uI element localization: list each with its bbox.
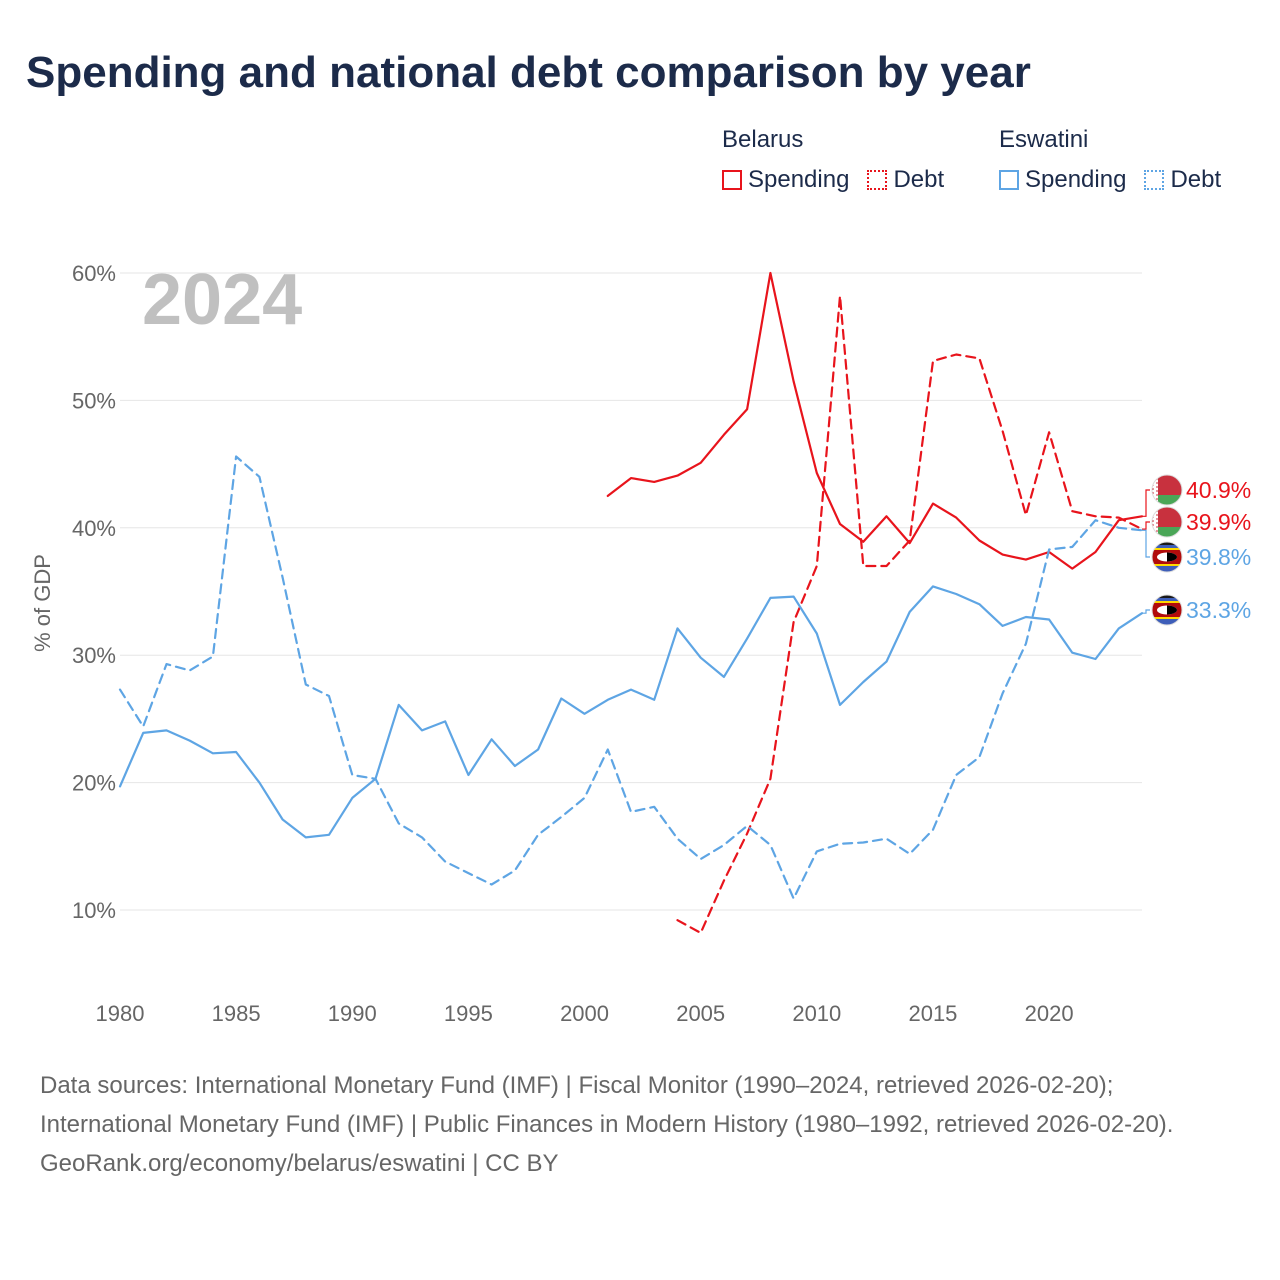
y-tick-label: 30% [72, 643, 116, 668]
series-line-belarus-debt[interactable] [676, 294, 1144, 935]
x-tick-label: 2010 [792, 1001, 841, 1026]
end-label-connector [1142, 609, 1150, 614]
eswatini-flag-icon [1152, 595, 1182, 625]
end-label-connector [1142, 529, 1150, 558]
series-line-eswatini-debt[interactable] [118, 455, 1144, 900]
y-tick-label: 20% [72, 771, 116, 796]
data-sources: Data sources: International Monetary Fun… [40, 1072, 1174, 1138]
y-tick-label: 60% [72, 261, 116, 286]
x-tick-label: 2015 [908, 1001, 957, 1026]
series-line-belarus-spending[interactable] [606, 271, 1144, 570]
legend-country-eswatini: Eswatini [999, 126, 1089, 153]
x-tick-label: 1980 [96, 1001, 145, 1026]
year-watermark: 2024 [142, 260, 302, 340]
dotted-line-swatch-icon [1144, 170, 1165, 190]
y-tick-label: 40% [72, 516, 116, 541]
legend-group-belarus: Belarus Spending Debt [722, 126, 962, 194]
solid-line-swatch-icon [722, 170, 742, 190]
x-tick-label: 2000 [560, 1001, 609, 1026]
y-tick-label: 10% [72, 898, 116, 923]
end-label-connector [1142, 521, 1150, 530]
eswatini-flag-icon [1152, 542, 1182, 572]
legend-group-eswatini: Eswatini Spending Debt [999, 126, 1239, 194]
credit-link[interactable]: GeoRank.org/economy/belarus/eswatini | C… [40, 1150, 559, 1177]
legend-label: Spending [1025, 166, 1127, 193]
legend-label: Debt [1170, 166, 1222, 193]
line-chart: 2024 10% 20% 30% 40% 50% 60% 1980 1985 1990 1995 2… [30, 260, 1251, 1026]
flag-border [1151, 541, 1183, 573]
legend-label: Debt [893, 166, 945, 193]
footer: Data sources: International Monetary Fun… [40, 1066, 1240, 1183]
legend-item-belarus-debt[interactable]: Debt [867, 166, 944, 194]
legend-country-belarus: Belarus [722, 126, 804, 153]
legend-item-belarus-spending[interactable]: Spending [722, 166, 849, 194]
y-tick-label: 50% [72, 388, 116, 413]
chart-title: Spending and national debt comparison by… [26, 48, 1031, 97]
end-value-label: 39.9% [1186, 509, 1251, 535]
end-value-label: 33.3% [1186, 597, 1251, 623]
x-tick-label: 1985 [212, 1001, 261, 1026]
x-tick-label: 2005 [676, 1001, 725, 1026]
end-value-label: 39.8% [1186, 544, 1251, 570]
x-tick-label: 2020 [1025, 1001, 1074, 1026]
series-line-eswatini-spending[interactable] [118, 585, 1144, 839]
dotted-line-swatch-icon [867, 170, 888, 190]
legend-label: Spending [748, 166, 850, 193]
flag-border [1151, 594, 1183, 626]
y-axis-label: % of GDP [30, 554, 55, 652]
flag-border [1151, 474, 1183, 506]
end-value-label: 40.9% [1186, 477, 1251, 503]
x-tick-label: 1990 [328, 1001, 377, 1026]
legend-item-eswatini-spending[interactable]: Spending [999, 166, 1126, 194]
legend-item-eswatini-debt[interactable]: Debt [1144, 166, 1221, 194]
end-label-connector [1142, 489, 1150, 517]
flag-border [1151, 506, 1183, 538]
solid-line-swatch-icon [999, 170, 1019, 190]
x-tick-label: 1995 [444, 1001, 493, 1026]
